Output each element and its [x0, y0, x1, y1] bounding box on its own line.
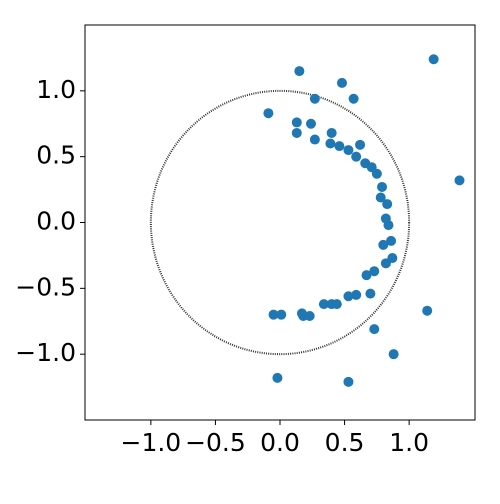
y-tick-label: 1.0 — [36, 75, 76, 104]
point — [343, 376, 354, 387]
point — [309, 93, 320, 104]
point — [365, 288, 376, 299]
point — [422, 305, 433, 316]
point — [388, 349, 399, 360]
point — [268, 309, 279, 320]
point — [428, 54, 439, 65]
point — [343, 145, 354, 156]
point — [331, 299, 342, 310]
point — [380, 258, 391, 269]
point — [369, 324, 380, 335]
y-tick-label: 0.5 — [36, 141, 76, 170]
reference-circle — [149, 89, 411, 356]
point — [305, 118, 316, 129]
point — [375, 192, 386, 203]
point — [325, 138, 336, 149]
point — [336, 77, 347, 88]
y-tick-label: −1.0 — [15, 338, 76, 367]
point — [351, 289, 362, 300]
point — [348, 93, 359, 104]
point — [355, 139, 366, 150]
x-tick-label: 1.0 — [389, 428, 429, 457]
point — [294, 66, 305, 77]
x-tick-label: −0.5 — [185, 428, 246, 457]
y-tick-label: −0.5 — [15, 272, 76, 301]
point — [272, 372, 283, 383]
y-tick-label: 0.0 — [36, 207, 76, 236]
x-tick-label: 0.0 — [260, 428, 300, 457]
point — [386, 235, 397, 246]
point — [377, 181, 388, 192]
point — [351, 151, 362, 162]
point — [263, 108, 274, 119]
point — [318, 299, 329, 310]
point — [309, 134, 320, 145]
axes-frame — [84, 24, 476, 421]
point — [361, 270, 372, 281]
point — [291, 117, 302, 128]
point — [382, 199, 393, 210]
point — [304, 310, 315, 321]
point — [378, 239, 389, 250]
x-tick-label: 0.5 — [325, 428, 365, 457]
x-tick-label: −1.0 — [121, 428, 182, 457]
point — [454, 175, 465, 186]
point — [276, 309, 287, 320]
point — [369, 266, 380, 277]
point — [343, 291, 354, 302]
point — [383, 220, 394, 231]
point — [371, 168, 382, 179]
point — [291, 127, 302, 138]
point — [334, 141, 345, 152]
point — [326, 127, 337, 138]
